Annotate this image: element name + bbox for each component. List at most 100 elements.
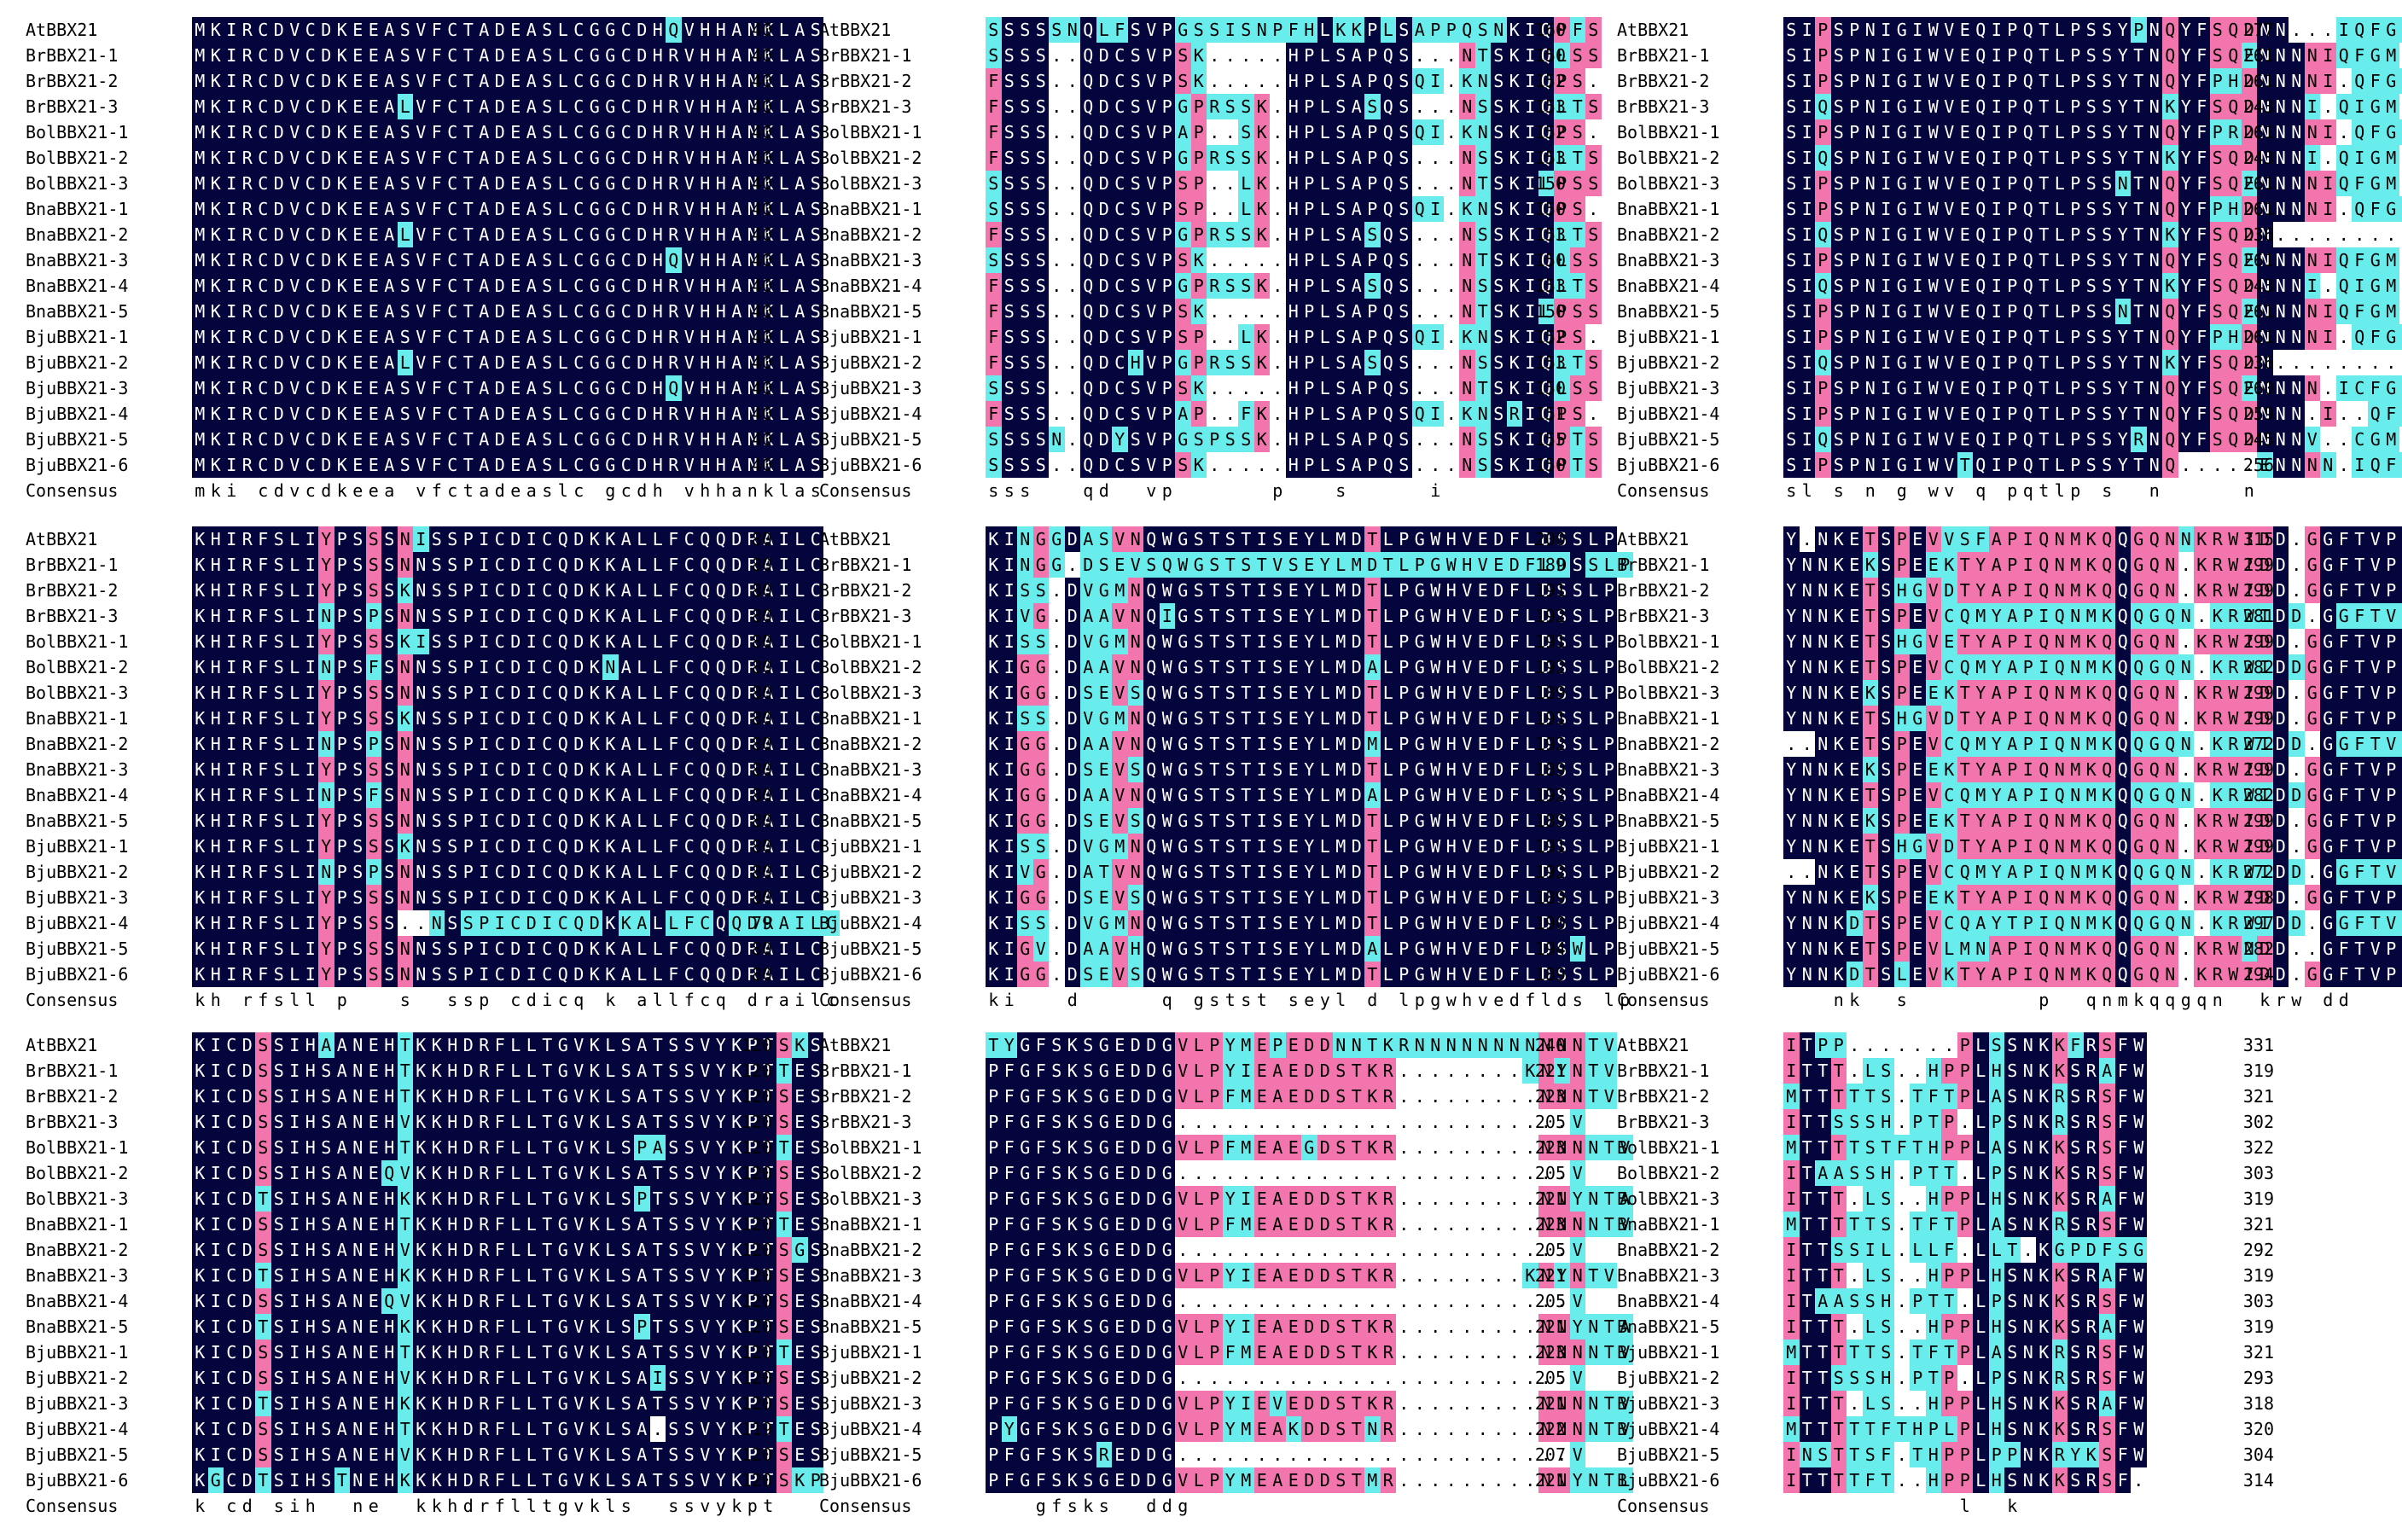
residue: G — [602, 427, 619, 452]
residue: A — [792, 68, 808, 94]
residue: P — [1847, 299, 1863, 324]
residue: V — [682, 375, 698, 401]
residue: S — [1333, 94, 1349, 119]
residue: A — [792, 401, 808, 427]
residue: P — [1160, 43, 1176, 68]
residue: T — [2036, 171, 2052, 196]
residue: C — [255, 222, 271, 247]
residue: S — [1033, 222, 1050, 247]
residue: S — [1831, 401, 1847, 427]
residue: P — [2004, 375, 2021, 401]
residue: S — [1585, 94, 1602, 119]
residue: L — [1317, 375, 1334, 401]
residue: F — [2194, 17, 2210, 43]
residue: E — [508, 145, 524, 171]
residue: S — [1396, 222, 1412, 247]
residue: S — [1491, 94, 1507, 119]
residue: P — [1160, 375, 1176, 401]
consensus-residue: v — [682, 478, 698, 503]
residue: S — [1033, 17, 1050, 43]
residue: Q — [2336, 299, 2353, 324]
residue: V — [1143, 43, 1160, 68]
residue: Q — [2162, 196, 2178, 222]
alignment-row: BolBBX21-3 S I P S P N I G I W V E Q I P Q T L P S S N T N Q Y F S Q E… — [1617, 171, 2385, 196]
residue: S — [1175, 43, 1191, 68]
residue: F — [2194, 222, 2210, 247]
residue: S — [1333, 452, 1349, 478]
residue: T — [2036, 222, 2052, 247]
residue: . — [2273, 222, 2289, 247]
residue: H — [1286, 350, 1302, 375]
residue: I — [1800, 145, 1816, 171]
residue: N — [1459, 273, 1475, 299]
residue: Q — [1381, 427, 1397, 452]
residue: Y — [2178, 273, 2195, 299]
residue: N — [1863, 196, 1879, 222]
residue: L — [555, 222, 572, 247]
residue: . — [1444, 452, 1460, 478]
residue: R — [666, 68, 682, 94]
residue: P — [1191, 401, 1207, 427]
residue: . — [1444, 247, 1460, 273]
residue: K — [1191, 68, 1207, 94]
residue: Q — [2021, 43, 2037, 68]
residue: . — [1065, 94, 1081, 119]
residue: S — [1783, 43, 1800, 68]
residue: D — [318, 17, 334, 43]
residue: . — [1065, 222, 1081, 247]
residue: . — [1270, 94, 1286, 119]
residue: A — [381, 324, 398, 350]
residue: S — [1585, 43, 1602, 68]
residue: V — [682, 17, 698, 43]
residue: . — [1065, 43, 1081, 68]
residue: C — [445, 68, 461, 94]
residue: T — [1475, 171, 1492, 196]
residue: . — [1585, 401, 1602, 427]
residue: S — [2084, 119, 2100, 145]
residue: P — [2004, 119, 2021, 145]
residue: Q — [2021, 145, 2037, 171]
residue: S — [1128, 43, 1144, 68]
residue: E — [508, 350, 524, 375]
residue: G — [1894, 68, 1911, 94]
residue: Q — [1381, 401, 1397, 427]
residue: D — [271, 452, 288, 478]
residue: Q — [2021, 17, 2037, 43]
consensus-residue: s — [539, 478, 555, 503]
residue: V — [682, 350, 698, 375]
residue: G — [2383, 324, 2399, 350]
residue: S — [1491, 145, 1507, 171]
residue: S — [2084, 17, 2100, 43]
residue: . — [2305, 350, 2321, 375]
residue: C — [1112, 247, 1128, 273]
residue: S — [2099, 43, 2115, 68]
residue: G — [1894, 17, 1911, 43]
residue: P — [1301, 273, 1317, 299]
residue: . — [1428, 350, 1444, 375]
residue: S — [1396, 43, 1412, 68]
residue: S — [1238, 273, 1254, 299]
residue: S — [1585, 299, 1602, 324]
residue: A — [381, 247, 398, 273]
residue: S — [2084, 350, 2100, 375]
residue: . — [1270, 247, 1286, 273]
position-number: 40 — [712, 222, 772, 247]
residue: A — [524, 299, 540, 324]
sequence-name: BnaBBX21-1 — [1617, 196, 1719, 222]
residue: L — [555, 299, 572, 324]
alignment-row: BnaBBX21-5 S I P S P N I G I W V E Q I P Q T L P S S N T N Q Y F S Q E… — [1617, 299, 2385, 324]
residue: I — [1910, 43, 1926, 68]
residue: A — [792, 299, 808, 324]
residue: N — [1459, 427, 1475, 452]
residue: N — [2273, 145, 2289, 171]
residue: S — [1491, 119, 1507, 145]
residue: L — [1317, 452, 1334, 478]
sequence-name: BnaBBX21-2 — [26, 222, 128, 247]
residue: L — [398, 222, 414, 247]
residue: F — [986, 145, 1002, 171]
residue: C — [445, 350, 461, 375]
residue: S — [1396, 375, 1412, 401]
residue: S — [2084, 68, 2100, 94]
residue: D — [1096, 401, 1113, 427]
residue: S — [1033, 94, 1050, 119]
